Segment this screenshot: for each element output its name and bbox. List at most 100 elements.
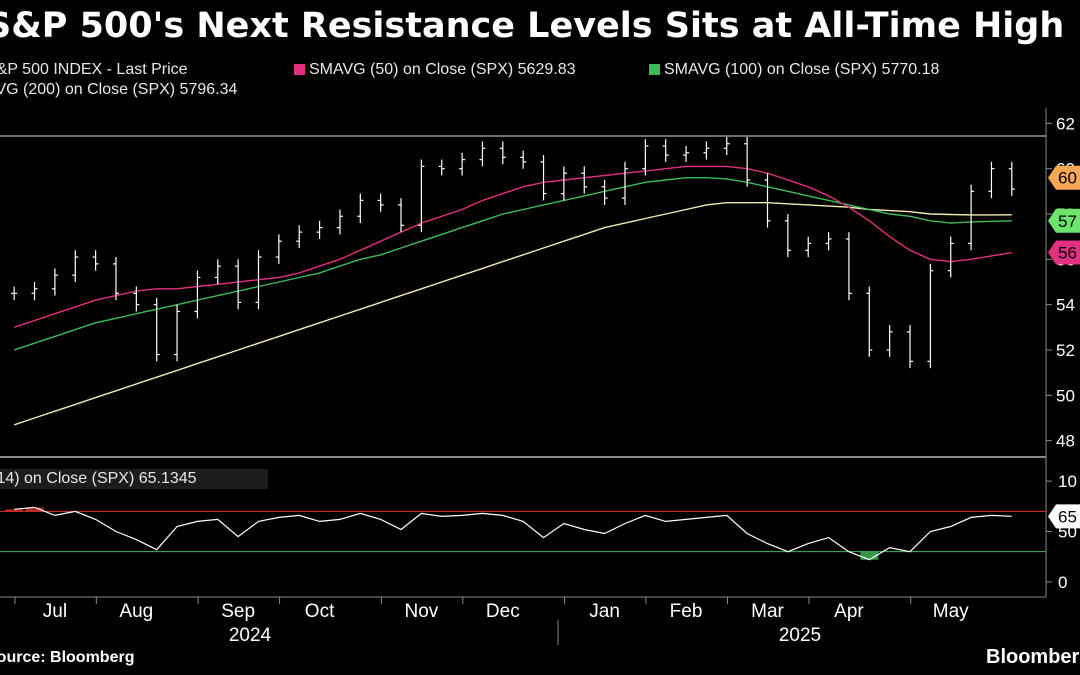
- price-bar: [540, 155, 547, 201]
- price-bar: [723, 136, 730, 156]
- price-bar: [235, 259, 242, 310]
- price-ytick-label: 54: [1056, 296, 1075, 315]
- price-bar: [907, 325, 914, 369]
- price-bar: [112, 257, 119, 301]
- month-label: Apr: [834, 601, 864, 622]
- price-bar: [51, 268, 58, 296]
- legend-rsi: RSI (14) on Close (SPX) 65.1345: [0, 469, 268, 489]
- price-bar: [968, 184, 975, 251]
- chart-title-text: S&P 500's Next Resistance Levels Sits at…: [0, 6, 1065, 46]
- year-label: 2024: [229, 625, 272, 646]
- source-note-text: Source: Bloomberg: [0, 649, 135, 666]
- price-bar: [581, 166, 588, 194]
- legend-sma200: SMAVG (200) on Close (SPX) 5796.34: [0, 80, 320, 100]
- price-bar: [805, 236, 812, 258]
- price-bar: [92, 250, 99, 271]
- price-bar: [683, 146, 690, 162]
- month-label: Dec: [486, 601, 520, 622]
- last-value-tag: [1048, 165, 1080, 190]
- price-bar: [377, 193, 384, 212]
- price-ytick-label: 48: [1056, 432, 1075, 451]
- rsi-overbought-fill: [25, 507, 44, 512]
- price-bar: [703, 141, 710, 160]
- price-bar: [296, 225, 303, 248]
- price-bar: [642, 139, 649, 176]
- price-bar: [927, 263, 934, 369]
- price-bar: [520, 150, 527, 169]
- month-label: Jan: [589, 601, 620, 622]
- price-bar: [662, 139, 669, 162]
- price-bar: [601, 180, 608, 205]
- legend-sma50: SMAVG (50) on Close (SPX) 5629.83: [294, 60, 576, 80]
- price-bar: [438, 159, 445, 176]
- price-bar: [866, 286, 873, 357]
- price-bar: [336, 209, 343, 235]
- price-bar: [398, 198, 405, 233]
- rsi-last-value-tag: [1048, 504, 1080, 529]
- rsi-overbought-fill: [5, 509, 24, 512]
- price-bar: [825, 232, 832, 251]
- month-label: May: [933, 601, 969, 622]
- price-bar: [357, 193, 364, 224]
- month-label: Aug: [119, 601, 153, 622]
- rsi-line: [14, 506, 1012, 561]
- legend-rsi-label: RSI (14) on Close (SPX) 65.1345: [0, 470, 197, 487]
- price-bar: [255, 250, 262, 310]
- price-bar: [194, 270, 201, 319]
- price-bar: [11, 286, 18, 301]
- last-value-tag: [1048, 208, 1080, 233]
- price-bar: [764, 173, 771, 228]
- price-bar: [418, 159, 425, 233]
- sma100-swatch: [649, 64, 660, 75]
- price-bar: [275, 234, 282, 264]
- price-bar: [316, 220, 323, 239]
- month-label: Sep: [221, 601, 255, 622]
- price-bar: [784, 214, 791, 258]
- legend-sma200-label: SMAVG (200) on Close (SPX) 5796.34: [0, 81, 238, 98]
- last-value-tag-label: 60: [1058, 169, 1077, 188]
- price-bar: [153, 297, 160, 362]
- price-bar: [133, 286, 140, 312]
- month-label: Nov: [404, 601, 438, 622]
- legend-sma100: SMAVG (100) on Close (SPX) 5770.18: [649, 60, 939, 80]
- source-note: Source: Bloomberg: [0, 649, 148, 667]
- price-bar: [560, 166, 567, 201]
- month-label: Jul: [43, 601, 67, 622]
- price-bar: [988, 161, 995, 199]
- month-label: Feb: [670, 601, 703, 622]
- last-value-tag-label: 56: [1058, 244, 1077, 263]
- rsi-last-value-label: 65: [1058, 507, 1077, 526]
- month-label: Oct: [305, 601, 335, 622]
- price-bar: [845, 232, 852, 301]
- price-bar: [174, 304, 181, 362]
- last-value-tag-label: 57: [1058, 212, 1077, 231]
- price-bar: [499, 141, 506, 165]
- sma50-line: [13, 165, 1012, 328]
- price-bar: [459, 152, 466, 176]
- price-bar: [72, 250, 79, 282]
- rsi-oversold-fill: [860, 551, 879, 560]
- sma200-line: [13, 201, 1012, 426]
- legend-sma50-label: SMAVG (50) on Close (SPX) 5629.83: [309, 61, 576, 78]
- last-value-tag: [1048, 240, 1080, 265]
- rsi-ytick-label: 0: [1058, 573, 1067, 592]
- price-bar: [1008, 161, 1015, 196]
- price-bar: [886, 325, 893, 357]
- bloomberg-logo: Bloomberg: [986, 646, 1080, 668]
- legend-price-label: S&P 500 INDEX - Last Price: [0, 61, 188, 78]
- chart-title: S&P 500's Next Resistance Levels Sits at…: [0, 2, 1080, 50]
- price-bar: [621, 161, 628, 205]
- price-bar: [947, 236, 954, 278]
- price-bar: [479, 141, 486, 167]
- price-bar: [214, 259, 221, 285]
- sma100-line: [13, 176, 1012, 351]
- price-bar: [31, 282, 38, 301]
- year-label: 2025: [779, 625, 821, 646]
- legend-price: S&P 500 INDEX - Last Price: [0, 60, 198, 80]
- sma50-swatch: [294, 64, 305, 75]
- month-label: Mar: [751, 601, 784, 622]
- rsi-ytick-label: 10: [1058, 472, 1077, 491]
- price-ytick-label: 50: [1056, 386, 1075, 405]
- legend-sma100-label: SMAVG (100) on Close (SPX) 5770.18: [664, 61, 940, 78]
